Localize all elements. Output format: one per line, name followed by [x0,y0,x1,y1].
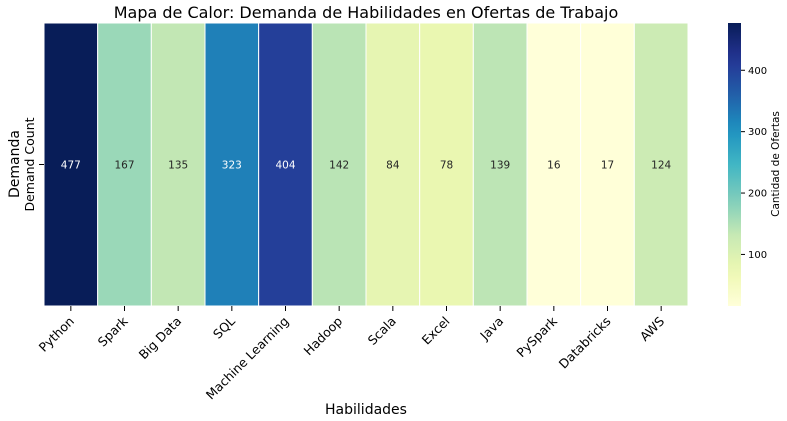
x-tick-label: SQL [210,313,238,341]
cell-value-label: 167 [114,160,134,172]
colorbar-tick-label: 200 [748,189,767,200]
colorbar-tick-label: 300 [748,127,767,138]
cell-value-label: 84 [386,160,400,172]
x-tick-label: Java [476,314,506,344]
colorbar: 100 200 300 400 [728,23,767,306]
colorbar-tick-label: 400 [748,66,767,77]
cell-value-label: 142 [329,160,349,172]
x-tick-label: Big Data [136,314,185,363]
heatmap-cells: 477 167 135 323 404 142 84 78 139 16 17 124 [43,22,689,307]
y-tick-label: Demand Count [22,117,37,211]
heatmap-cell [204,22,260,307]
y-axis-ticks: Demand Count [22,117,44,212]
cell-value-label: 16 [547,160,561,172]
x-tick-label: AWS [637,313,668,344]
x-tick-label: Spark [95,313,132,350]
cell-value-label: 404 [275,160,295,172]
cell-value-label: 477 [61,160,81,172]
x-tick-label: Excel [419,314,453,348]
x-tick-label: Databricks [556,314,614,372]
colorbar-label: Cantidad de Ofertas [770,111,782,217]
heatmap-cell [150,22,206,307]
cell-value-label: 139 [490,160,510,172]
x-tick-label: PySpark [513,313,560,360]
colorbar-gradient [728,23,741,306]
heatmap-cell [419,22,474,307]
colorbar-tick-label: 100 [748,250,767,261]
heatmap-cell [311,22,367,307]
chart-title: Mapa de Calor: Demanda de Habilidades en… [114,3,619,22]
x-tick-label: Hadoop [301,313,346,358]
cell-value-label: 78 [440,160,453,172]
x-tick-label: Python [36,314,77,355]
y-axis-label: Demanda [7,130,23,198]
heatmap-cell [526,22,582,307]
heatmap-cell [258,22,313,307]
heatmap-cell [633,22,689,307]
heatmap-cell [97,22,152,307]
x-axis-label: Habilidades [325,402,407,418]
cell-value-label: 124 [651,160,671,172]
cell-value-label: 135 [168,160,188,172]
x-tick-label: Scala [365,314,399,348]
cell-value-label: 17 [601,160,614,172]
cell-value-label: 323 [222,160,242,172]
heatmap-cell [43,22,99,307]
